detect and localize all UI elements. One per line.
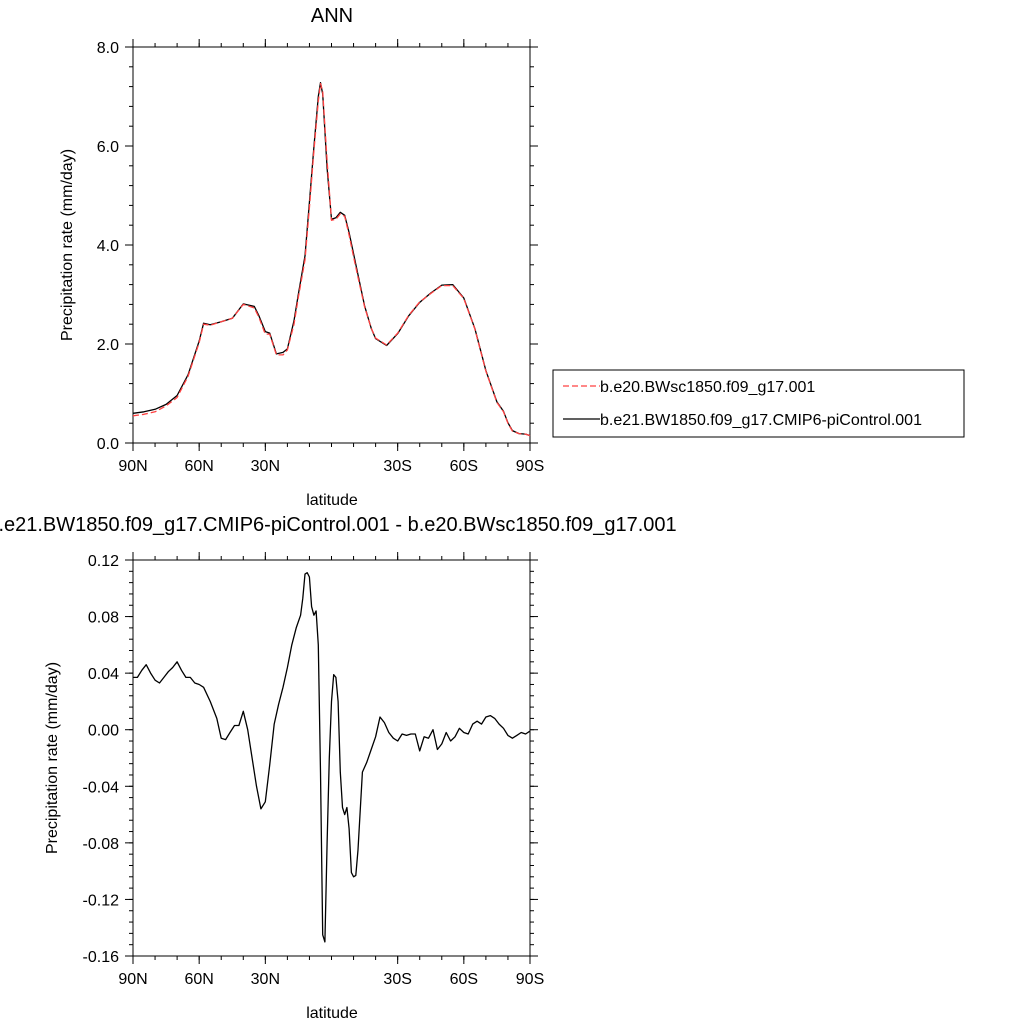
y-tick-label: -0.04	[83, 779, 120, 796]
y-tick-label: 0.04	[88, 666, 119, 683]
y-tick-labels: 0.0 2.0 4.0 6.0 8.0	[97, 40, 119, 453]
x-tick-label: 60S	[450, 971, 478, 988]
legend-label: b.e21.BW1850.f09_g17.CMIP6-piControl.001	[600, 412, 922, 429]
x-tick-label: 30S	[383, 458, 411, 475]
y-tick-label: 0.08	[88, 610, 119, 627]
series-line	[132, 81, 531, 437]
y-tick-label: 6.0	[97, 139, 119, 156]
x-tick-labels: 90N 60N 30N 30S 60S 90S	[118, 971, 544, 988]
series-line-dashed	[132, 82, 531, 437]
diff-chart-panel: b.e21.BW1850.f09_g17.CMIP6-piControl.001…	[0, 514, 677, 1022]
y-tick-label: -0.08	[83, 836, 120, 853]
y-tick-label: 2.0	[97, 337, 119, 354]
precip-chart-panel: ANN 0.0 2.0 4.0 6.0 8.0 90N 60N 30N 30S 60S 90S l…	[59, 5, 544, 509]
x-tick-label: 90S	[516, 971, 544, 988]
legend: b.e20.BWsc1850.f09_g17.001 b.e21.BW1850.…	[552, 369, 965, 438]
y-tick-labels: -0.16 -0.12 -0.08 -0.04 0.00 0.04 0.08 0.12	[83, 553, 120, 966]
y-axis-title: Precipitation rate (mm/day)	[44, 662, 61, 854]
x-tick-label: 90N	[118, 458, 147, 475]
chart-title: b.e21.BW1850.f09_g17.CMIP6-piControl.001…	[0, 514, 677, 536]
y-tick-label: 0.12	[88, 553, 119, 570]
y-tick-label: 4.0	[97, 238, 119, 255]
x-axis-title: latitude	[306, 492, 358, 509]
x-tick-label: 90N	[118, 971, 147, 988]
plot-frame	[132, 46, 531, 444]
x-tick-label: 30S	[383, 971, 411, 988]
x-tick-labels: 90N 60N 30N 30S 60S 90S	[118, 458, 544, 475]
x-axis-title: latitude	[306, 1005, 358, 1022]
series-lines	[133, 572, 531, 943]
y-tick-label: 0.00	[88, 723, 119, 740]
series-line	[133, 572, 531, 943]
x-tick-label: 90S	[516, 458, 544, 475]
y-tick-label: -0.12	[83, 892, 120, 909]
x-tick-label: 60S	[450, 458, 478, 475]
y-tick-label: 8.0	[97, 40, 119, 57]
y-tick-label: -0.16	[83, 949, 120, 966]
axis-ticks	[125, 39, 538, 451]
y-tick-label: 0.0	[97, 436, 119, 453]
y-axis-title: Precipitation rate (mm/day)	[59, 149, 76, 341]
plot-frame	[132, 559, 531, 957]
axis-ticks	[125, 552, 538, 964]
legend-label: b.e20.BWsc1850.f09_g17.001	[600, 379, 815, 396]
x-tick-label: 30N	[251, 971, 280, 988]
series-lines	[132, 81, 531, 437]
chart-title: ANN	[311, 5, 353, 27]
legend-box	[552, 369, 965, 438]
x-tick-label: 60N	[184, 971, 213, 988]
x-tick-label: 60N	[184, 458, 213, 475]
x-tick-label: 30N	[251, 458, 280, 475]
